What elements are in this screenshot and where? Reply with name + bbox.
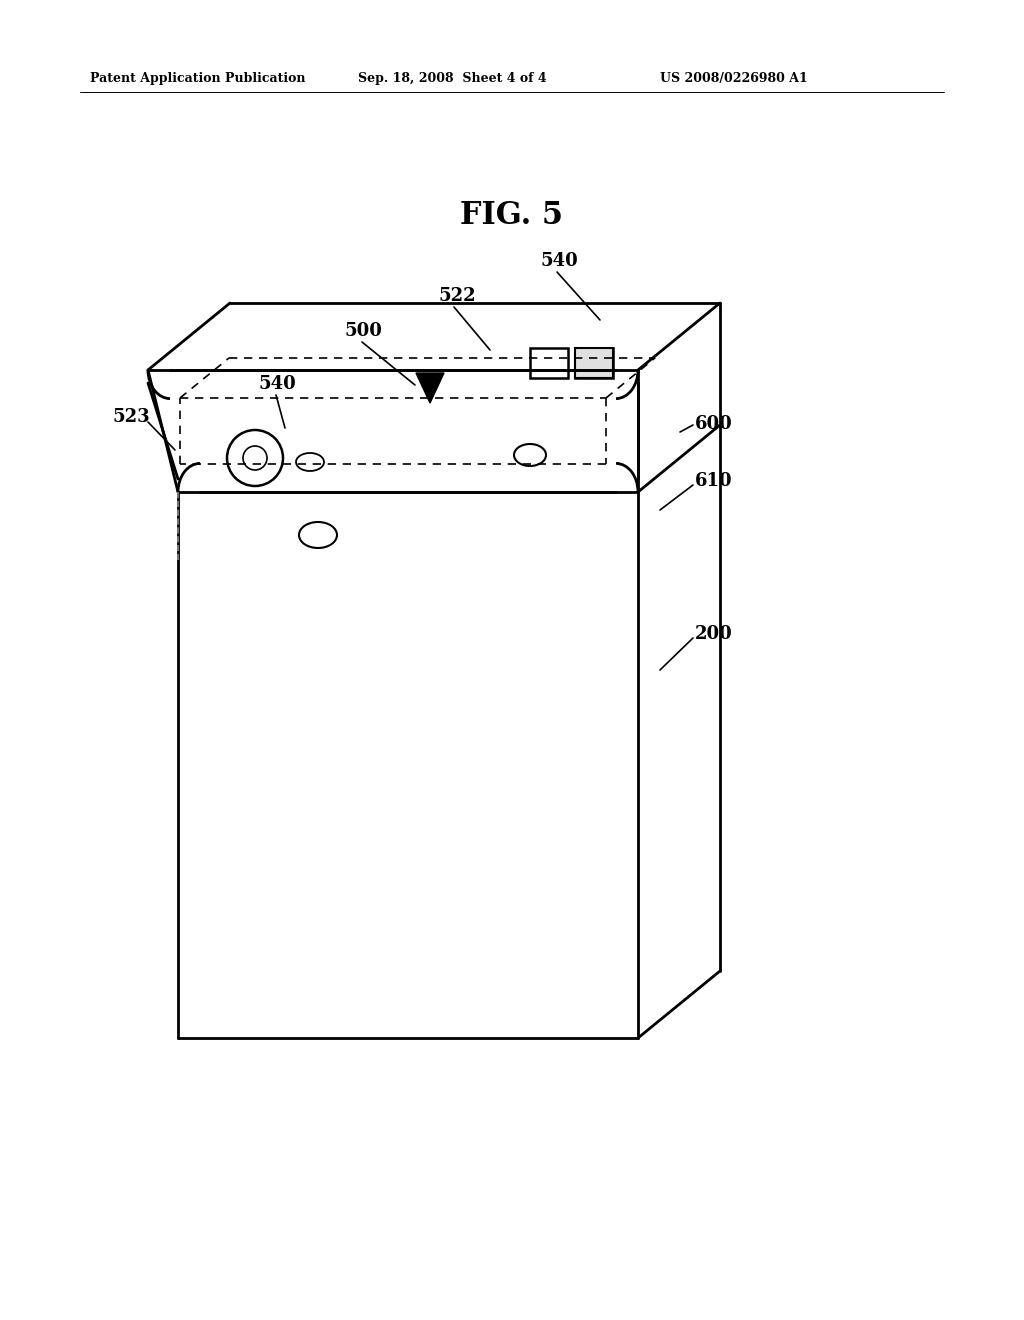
Text: 500: 500 — [345, 322, 383, 341]
Text: 540: 540 — [540, 252, 578, 271]
Text: Sep. 18, 2008  Sheet 4 of 4: Sep. 18, 2008 Sheet 4 of 4 — [358, 73, 547, 84]
Text: US 2008/0226980 A1: US 2008/0226980 A1 — [660, 73, 808, 84]
Text: Patent Application Publication: Patent Application Publication — [90, 73, 305, 84]
Text: 600: 600 — [695, 414, 733, 433]
Text: FIG. 5: FIG. 5 — [461, 201, 563, 231]
Bar — [575, 348, 613, 378]
Polygon shape — [416, 374, 444, 403]
Text: 522: 522 — [438, 286, 475, 305]
Text: 523: 523 — [112, 408, 150, 426]
Bar — [575, 348, 613, 378]
Text: 540: 540 — [258, 375, 296, 393]
Text: 200: 200 — [695, 624, 733, 643]
Text: 610: 610 — [695, 473, 732, 490]
Bar — [530, 348, 568, 378]
